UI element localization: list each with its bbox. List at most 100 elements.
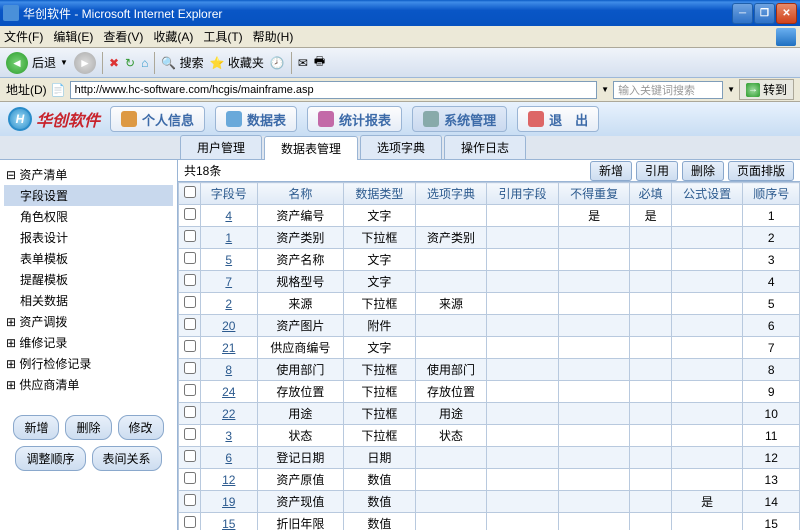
field-id-link[interactable]: 5 <box>201 249 258 271</box>
app-icon <box>3 5 19 21</box>
row-checkbox[interactable] <box>184 516 196 528</box>
field-id-link[interactable]: 2 <box>201 293 258 315</box>
col-6: 不得重复 <box>558 183 630 205</box>
row-checkbox[interactable] <box>184 384 196 396</box>
menubar: 文件(F) 编辑(E) 查看(V) 收藏(A) 工具(T) 帮助(H) <box>0 26 800 48</box>
field-id-link[interactable]: 24 <box>201 381 258 403</box>
side-btn-2[interactable]: 修改 <box>118 415 164 440</box>
back-button[interactable]: ◄后退▼ <box>6 52 68 74</box>
menu-file[interactable]: 文件(F) <box>4 28 43 45</box>
menu-help[interactable]: 帮助(H) <box>253 28 294 45</box>
row-checkbox[interactable] <box>184 318 196 330</box>
menu-tools[interactable]: 工具(T) <box>203 28 242 45</box>
col-4: 选项字典 <box>415 183 487 205</box>
nav-4[interactable]: 退 出 <box>517 106 599 132</box>
nav-2[interactable]: 统计报表 <box>307 106 402 132</box>
tree-node-2[interactable]: ⊞ 维修记录 <box>4 332 173 353</box>
row-checkbox[interactable] <box>184 362 196 374</box>
table-row: 21供应商编号文字7 <box>179 337 800 359</box>
side-btn-4[interactable]: 表间关系 <box>92 446 162 471</box>
subtab-3[interactable]: 操作日志 <box>444 135 526 159</box>
row-checkbox[interactable] <box>184 230 196 242</box>
row-checkbox[interactable] <box>184 472 196 484</box>
field-id-link[interactable]: 15 <box>201 513 258 530</box>
tree-child-0-0[interactable]: 字段设置 <box>4 185 173 206</box>
col-1: 字段号 <box>201 183 258 205</box>
tree-node-1[interactable]: ⊞ 资产调拨 <box>4 311 173 332</box>
table-row: 8使用部门下拉框使用部门8 <box>179 359 800 381</box>
field-id-link[interactable]: 7 <box>201 271 258 293</box>
row-checkbox[interactable] <box>184 296 196 308</box>
action-1[interactable]: 引用 <box>636 161 678 181</box>
tree-child-0-4[interactable]: 提醒模板 <box>4 269 173 290</box>
forward-button[interactable]: ► <box>74 52 96 74</box>
field-id-link[interactable]: 8 <box>201 359 258 381</box>
field-id-link[interactable]: 1 <box>201 227 258 249</box>
menu-view[interactable]: 查看(V) <box>103 28 143 45</box>
table-row: 2来源下拉框来源5 <box>179 293 800 315</box>
action-3[interactable]: 页面排版 <box>728 161 794 181</box>
tree-node-4[interactable]: ⊞ 供应商清单 <box>4 374 173 395</box>
row-checkbox[interactable] <box>184 252 196 264</box>
row-checkbox[interactable] <box>184 428 196 440</box>
mail-icon[interactable]: ✉ <box>298 56 308 70</box>
row-checkbox[interactable] <box>184 450 196 462</box>
field-id-link[interactable]: 22 <box>201 403 258 425</box>
data-table: 字段号名称数据类型选项字典引用字段不得重复必填公式设置顺序号 4资产编号文字是是… <box>178 182 800 530</box>
table-row: 6登记日期日期12 <box>179 447 800 469</box>
field-id-link[interactable]: 20 <box>201 315 258 337</box>
subtab-1[interactable]: 数据表管理 <box>264 136 358 160</box>
page-icon: 📄 <box>51 83 66 97</box>
refresh-icon[interactable]: ↻ <box>125 56 135 70</box>
stop-icon[interactable]: ✖ <box>109 56 119 70</box>
maximize-button[interactable]: ❐ <box>754 3 775 24</box>
nav-1[interactable]: 数据表 <box>215 106 297 132</box>
tree-child-0-5[interactable]: 相关数据 <box>4 290 173 311</box>
nav-0[interactable]: 个人信息 <box>110 106 205 132</box>
side-btn-3[interactable]: 调整顺序 <box>15 446 85 471</box>
table-row: 15折旧年限数值15 <box>179 513 800 530</box>
favorites-button[interactable]: ⭐ 收藏夹 <box>210 54 264 71</box>
action-2[interactable]: 删除 <box>682 161 724 181</box>
row-checkbox[interactable] <box>184 494 196 506</box>
address-bar: 地址(D) 📄 ▼ ▼ →转到 <box>0 78 800 102</box>
field-id-link[interactable]: 3 <box>201 425 258 447</box>
field-id-link[interactable]: 4 <box>201 205 258 227</box>
field-id-link[interactable]: 12 <box>201 469 258 491</box>
tree-node-3[interactable]: ⊞ 例行检修记录 <box>4 353 173 374</box>
keyword-search-input[interactable] <box>613 81 723 99</box>
row-checkbox[interactable] <box>184 340 196 352</box>
history-icon[interactable]: 🕗 <box>270 56 285 70</box>
tree-child-0-1[interactable]: 角色权限 <box>4 206 173 227</box>
tree-child-0-2[interactable]: 报表设计 <box>4 227 173 248</box>
menu-fav[interactable]: 收藏(A) <box>153 28 193 45</box>
field-id-link[interactable]: 19 <box>201 491 258 513</box>
goto-button[interactable]: →转到 <box>739 79 794 100</box>
subtab-0[interactable]: 用户管理 <box>180 135 262 159</box>
side-btn-0[interactable]: 新增 <box>13 415 59 440</box>
field-id-link[interactable]: 21 <box>201 337 258 359</box>
field-id-link[interactable]: 6 <box>201 447 258 469</box>
url-input[interactable] <box>70 81 598 99</box>
print-icon[interactable]: 🖶 <box>314 52 325 73</box>
tree-node-0[interactable]: ⊟ 资产清单 <box>4 164 173 185</box>
nav-3[interactable]: 系统管理 <box>412 106 507 132</box>
menu-edit[interactable]: 编辑(E) <box>53 28 93 45</box>
col-7: 必填 <box>630 183 671 205</box>
record-count: 共18条 <box>184 162 586 179</box>
close-button[interactable]: ✕ <box>776 3 797 24</box>
home-icon[interactable]: ⌂ <box>141 56 148 70</box>
select-all[interactable] <box>184 186 196 198</box>
row-checkbox[interactable] <box>184 274 196 286</box>
tree-child-0-3[interactable]: 表单模板 <box>4 248 173 269</box>
row-checkbox[interactable] <box>184 208 196 220</box>
side-btn-1[interactable]: 删除 <box>65 415 111 440</box>
action-0[interactable]: 新增 <box>590 161 632 181</box>
content-area: 共18条 新增引用删除页面排版 字段号名称数据类型选项字典引用字段不得重复必填公… <box>178 160 800 530</box>
search-button[interactable]: 🔍 搜索 <box>161 54 203 71</box>
table-row: 1资产类别下拉框资产类别2 <box>179 227 800 249</box>
table-row: 3状态下拉框状态11 <box>179 425 800 447</box>
minimize-button[interactable]: ─ <box>732 3 753 24</box>
row-checkbox[interactable] <box>184 406 196 418</box>
subtab-2[interactable]: 选项字典 <box>360 135 442 159</box>
